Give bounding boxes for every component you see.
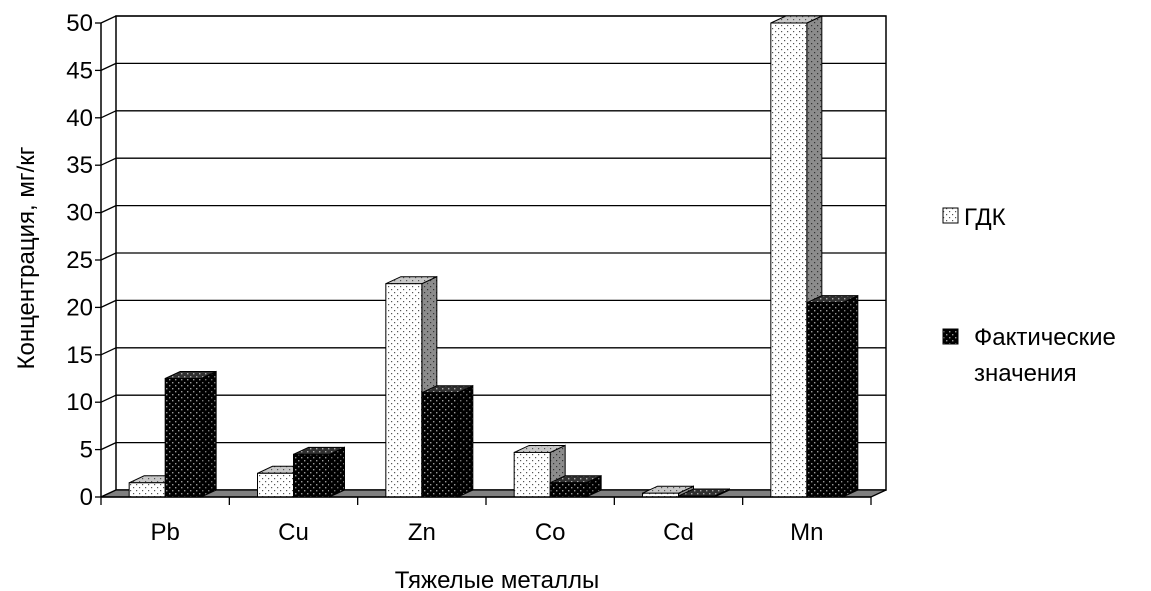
bar-actual-side <box>200 370 217 498</box>
floor <box>100 489 887 498</box>
bar-actual <box>293 446 345 498</box>
gridline-side <box>100 299 117 308</box>
bar-actual-front <box>164 378 202 498</box>
gridline-side <box>100 347 117 356</box>
y-tick-label: 40 <box>66 105 93 132</box>
bar-actual-side <box>329 446 345 498</box>
bar-actual <box>806 294 859 498</box>
bar-gdk-front <box>770 22 808 498</box>
y-tick-label: 15 <box>66 342 93 369</box>
x-tick-label: Co <box>535 519 566 546</box>
bar-actual <box>549 474 602 498</box>
bar-actual-side <box>457 384 474 498</box>
y-tick-label: 45 <box>66 57 93 84</box>
legend-item-gdk: ГДК <box>942 204 1006 231</box>
gridline-side <box>100 110 117 119</box>
gridline-side <box>100 157 117 166</box>
x-axis-title: Тяжелые металлы <box>395 567 600 591</box>
bar-actual-front <box>549 482 587 498</box>
x-tick-label: Mn <box>790 519 823 546</box>
x-tick-label: Pb <box>150 519 179 546</box>
y-tick-label: 5 <box>80 437 93 464</box>
x-tick-label: Zn <box>408 519 436 546</box>
x-tick-label: Cd <box>663 519 694 546</box>
x-tick-labels: Pb Cu Zn Co Cd Mn <box>150 519 823 546</box>
bar-actual-side <box>842 294 859 498</box>
y-tick-label: 0 <box>80 484 93 511</box>
y-tick-labels: 0 5 10 15 20 25 30 35 40 45 50 <box>66 10 93 511</box>
bar-gdk-front <box>385 283 423 498</box>
y-tick-label: 10 <box>66 389 93 416</box>
legend-swatch-actual <box>942 328 959 345</box>
legend-item-actual: Фактические значения <box>942 324 1116 387</box>
floor-plane <box>100 489 887 498</box>
gridline-side <box>100 62 117 71</box>
gridline-side <box>100 394 117 403</box>
legend-label-actual-line2: значения <box>974 360 1077 387</box>
y-axis-title: Концентрация, мг/кг <box>13 146 40 369</box>
y-tick-label: 20 <box>66 294 93 321</box>
bar-gdk-front <box>513 451 551 498</box>
legend-swatch-gdk <box>942 207 959 224</box>
x-tick-label: Cu <box>278 519 309 546</box>
y-tick-label: 25 <box>66 247 93 274</box>
y-tick-label: 35 <box>66 152 93 179</box>
bar-actual <box>164 370 217 498</box>
legend: ГДК Фактические значения <box>942 204 1116 387</box>
bars <box>128 15 859 498</box>
bar-actual-front <box>421 392 459 498</box>
gridlines <box>100 15 887 498</box>
axes <box>95 22 872 505</box>
gridline-side <box>100 205 117 214</box>
gridline-side <box>100 252 117 261</box>
bar-actual-front <box>293 453 330 498</box>
bar-actual-front <box>806 302 844 498</box>
gridline-side <box>100 15 117 24</box>
bar-gdk-front <box>257 472 294 498</box>
gridline-side <box>100 442 117 451</box>
bar-gdk-front <box>128 482 166 498</box>
y-tick-label: 50 <box>66 10 93 37</box>
legend-label-gdk: ГДК <box>964 204 1006 231</box>
bar-actual <box>421 384 474 498</box>
y-tick-label: 30 <box>66 200 93 227</box>
legend-label-actual-line1: Фактические <box>974 324 1116 351</box>
